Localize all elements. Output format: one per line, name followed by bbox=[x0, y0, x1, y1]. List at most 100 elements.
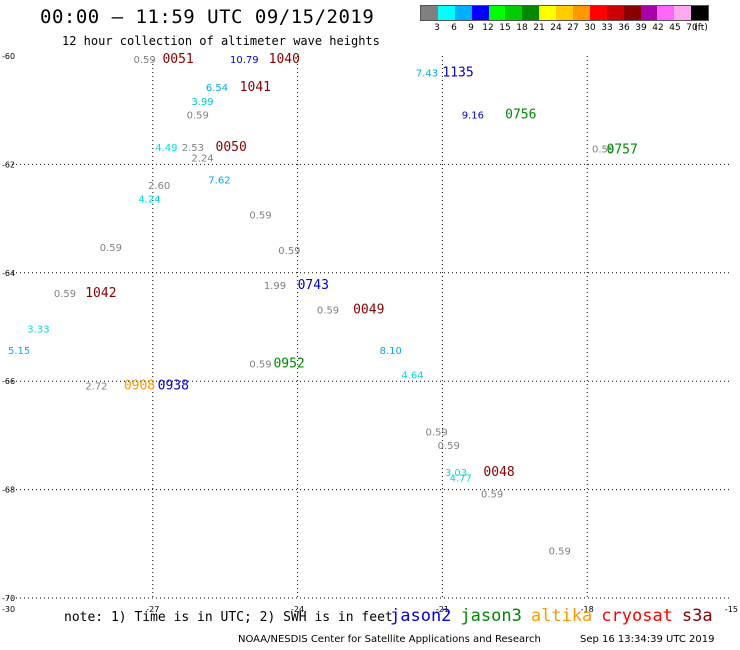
color-swatch bbox=[556, 6, 574, 20]
color-scale-label: 30 bbox=[584, 23, 596, 33]
wave-height-value: 5.15 bbox=[8, 346, 30, 357]
color-scale-legend: 3 6 9 12 15 18 21 24 27 30 33 36 39 42 45 70 (ft) bbox=[420, 5, 710, 35]
color-swatch bbox=[623, 6, 641, 20]
pass-time-label: 1040 bbox=[269, 52, 300, 67]
satellite-legend-item: cryosat bbox=[601, 606, 673, 626]
credit-text: NOAA/NESDIS Center for Satellite Applica… bbox=[238, 634, 541, 645]
latitude-tick-label: -60 bbox=[2, 52, 15, 61]
wave-height-value: 2.53 bbox=[182, 143, 204, 154]
wave-height-value: 6.54 bbox=[206, 83, 228, 94]
corner-tick-label-left: -30 bbox=[2, 605, 15, 614]
wave-height-value: 0.59 bbox=[481, 490, 503, 501]
color-scale-label: 18 bbox=[516, 23, 528, 33]
color-scale-label: 9 bbox=[468, 23, 474, 33]
chart-subtitle: 12 hour collection of altimeter wave hei… bbox=[62, 34, 380, 48]
pass-time-label: 0756 bbox=[505, 107, 536, 122]
longitude-tick-label: -21 bbox=[436, 605, 449, 614]
wave-height-value: 0.59 bbox=[249, 360, 271, 371]
wave-height-value: 7.62 bbox=[208, 175, 230, 186]
color-scale-label: 21 bbox=[533, 23, 545, 33]
color-swatch bbox=[657, 6, 675, 20]
wave-height-value: 0.59 bbox=[438, 441, 460, 452]
color-scale-label: 6 bbox=[451, 23, 457, 33]
corner-tick-label-right: -15 bbox=[725, 605, 738, 614]
pass-time-label: 1042 bbox=[85, 286, 116, 301]
latitude-tick-label: -64 bbox=[2, 269, 15, 278]
wave-height-value: 4.77 bbox=[450, 473, 472, 484]
longitude-tick-label: -24 bbox=[291, 605, 304, 614]
color-swatch bbox=[573, 6, 590, 20]
wave-height-value: 0.59 bbox=[592, 144, 614, 155]
wave-height-value: 0.59 bbox=[549, 547, 571, 558]
wave-height-value: 1.99 bbox=[264, 281, 286, 292]
color-scale-label: 15 bbox=[499, 23, 511, 33]
wave-height-value: 10.79 bbox=[230, 55, 259, 66]
color-swatch bbox=[421, 6, 438, 20]
wave-height-value: 0.59 bbox=[133, 55, 155, 66]
wave-height-value: 4.24 bbox=[138, 194, 160, 205]
color-scale-label: 36 bbox=[618, 23, 630, 33]
color-swatch bbox=[454, 6, 472, 20]
latitude-tick-label: -68 bbox=[2, 486, 15, 495]
wave-height-value: 7.43 bbox=[416, 69, 438, 80]
chart-title: 00:00 – 11:59 UTC 09/15/2019 bbox=[40, 6, 375, 28]
pass-time-label: 0757 bbox=[607, 143, 638, 158]
color-swatch bbox=[539, 6, 557, 20]
color-swatch bbox=[606, 6, 624, 20]
color-swatch bbox=[505, 6, 523, 20]
satellite-legend-item: jason3 bbox=[460, 606, 522, 626]
color-swatch bbox=[522, 6, 540, 20]
wave-height-value: 2.24 bbox=[191, 154, 213, 165]
latitude-tick-label: -66 bbox=[2, 377, 15, 386]
wave-height-value: 3.33 bbox=[27, 324, 49, 335]
wave-height-value: 8.10 bbox=[380, 346, 402, 357]
color-swatch bbox=[691, 6, 709, 20]
color-swatch bbox=[674, 6, 692, 20]
satellite-legend-item: s3a bbox=[681, 606, 713, 626]
color-scale-label: 45 bbox=[669, 23, 681, 33]
color-swatch bbox=[437, 6, 455, 20]
pass-time-label: 0048 bbox=[483, 465, 514, 480]
wave-height-value: 3.99 bbox=[191, 97, 213, 108]
wave-height-value: 0.59 bbox=[426, 427, 448, 438]
pass-time-label: 0938 bbox=[158, 378, 189, 393]
pass-time-label: 0908 bbox=[124, 378, 155, 393]
wave-height-value: 2.72 bbox=[85, 381, 107, 392]
color-scale-label: (ft) bbox=[694, 23, 708, 33]
color-scale-label: 33 bbox=[601, 23, 613, 33]
pass-time-label: 0049 bbox=[353, 302, 384, 317]
wave-height-value: 9.16 bbox=[462, 110, 484, 121]
color-swatch bbox=[471, 6, 489, 20]
satellite-legend-item: jason2 bbox=[390, 606, 452, 626]
color-scale-label: 24 bbox=[550, 23, 562, 33]
satellite-legend-item: altika bbox=[530, 606, 593, 626]
satellite-legend: jason2 jason3 altika cryosat s3a bbox=[390, 606, 722, 626]
longitude-tick-label: -27 bbox=[146, 605, 159, 614]
color-scale-swatches bbox=[420, 5, 710, 21]
longitude-tick-label: -18 bbox=[581, 605, 594, 614]
color-swatch bbox=[589, 6, 607, 20]
pass-time-label: 1041 bbox=[240, 80, 271, 95]
latitude-tick-label: -62 bbox=[2, 160, 15, 169]
color-swatch bbox=[640, 6, 658, 20]
wave-height-value: 4.64 bbox=[401, 370, 423, 381]
wave-height-value: 4.49 bbox=[155, 143, 177, 154]
latitude-tick-label: -70 bbox=[2, 594, 15, 603]
wave-height-value: 0.59 bbox=[54, 289, 76, 300]
wave-height-value: 0.59 bbox=[187, 110, 209, 121]
pass-time-label: 0952 bbox=[273, 357, 304, 372]
wave-height-value: 0.59 bbox=[278, 246, 300, 257]
wave-height-value: 2.60 bbox=[148, 181, 170, 192]
color-scale-label: 12 bbox=[482, 23, 494, 33]
wave-height-value: 3.03 bbox=[445, 468, 467, 479]
color-scale-labels: 3 6 9 12 15 18 21 24 27 30 33 36 39 42 45 70 (ft) bbox=[420, 21, 709, 35]
color-scale-label: 70 bbox=[686, 23, 698, 33]
pass-time-label: 1135 bbox=[442, 66, 473, 81]
pass-time-label: 0743 bbox=[298, 278, 329, 293]
timestamp-text: Sep 16 13:34:39 UTC 2019 bbox=[580, 634, 715, 645]
color-scale-label: 42 bbox=[652, 23, 664, 33]
pass-time-label: 0051 bbox=[162, 52, 193, 67]
pass-time-label: 0050 bbox=[216, 140, 247, 155]
color-scale-label: 27 bbox=[567, 23, 579, 33]
